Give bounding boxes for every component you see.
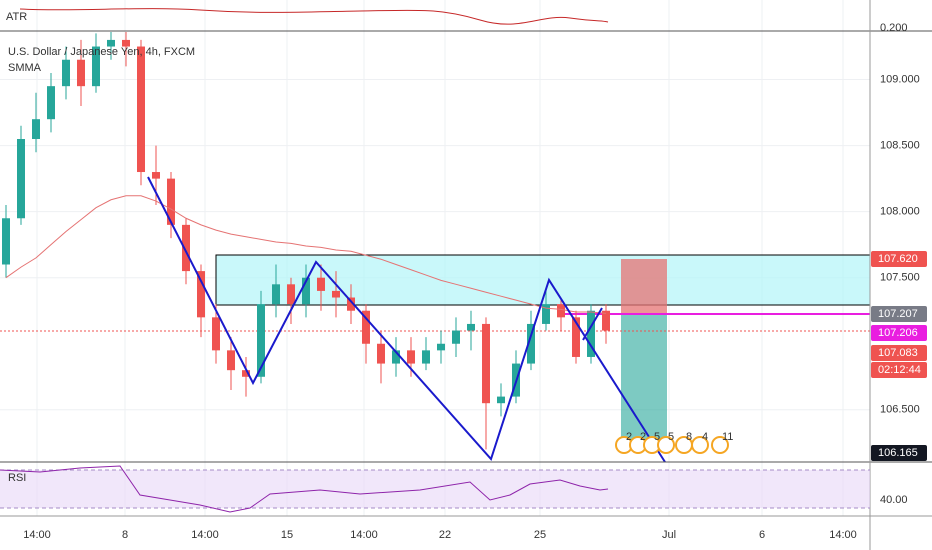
- candle-body: [422, 350, 430, 364]
- candle-body: [227, 350, 235, 371]
- price-tag-label: 106.165: [878, 447, 918, 459]
- event-label: 5: [654, 431, 660, 443]
- x-tick-label: 14:00: [191, 529, 219, 541]
- price-tag: [871, 306, 927, 322]
- candle-body: [542, 304, 550, 324]
- atr-tick: 0.200: [880, 22, 908, 34]
- x-tick-label: 15: [281, 529, 293, 541]
- candle-body: [62, 59, 70, 87]
- candle-body: [347, 297, 355, 311]
- pattern: [147, 176, 666, 463]
- candle-body: [407, 350, 415, 364]
- target-zone: [621, 313, 667, 440]
- candle-body: [437, 343, 445, 351]
- atr-line: [19, 8, 609, 25]
- candle-body: [302, 277, 310, 305]
- x-tick-label: 8: [122, 529, 128, 541]
- candle-body: [467, 323, 475, 331]
- x-tick-label: 6: [759, 529, 765, 541]
- indicator-label: ATR: [6, 11, 27, 23]
- event-label: 4: [702, 431, 708, 443]
- candle-body: [362, 310, 370, 344]
- candle-body: [317, 277, 325, 291]
- stop-zone: [621, 259, 667, 313]
- candle-body: [602, 310, 610, 331]
- candle-body: [77, 59, 85, 87]
- y-tick-label: 106.500: [880, 404, 920, 416]
- rsi-tick: 40.00: [880, 494, 908, 506]
- event-label: 2: [626, 431, 632, 443]
- x-tick-label: 14:00: [23, 529, 51, 541]
- candle-body: [527, 323, 535, 364]
- candle-body: [92, 46, 100, 87]
- price-tag-label: 02:12:44: [878, 364, 921, 376]
- price-tag-label: 107.620: [878, 253, 918, 265]
- candle-body: [587, 310, 595, 357]
- y-tick-label: 107.500: [880, 272, 920, 284]
- candle-body: [182, 224, 190, 272]
- price-tag: [871, 345, 927, 361]
- candle-body: [2, 218, 10, 265]
- price-tag-label: 107.207: [878, 308, 918, 320]
- candle-body: [122, 39, 130, 47]
- candle-body: [557, 304, 565, 318]
- event-label: 5: [668, 431, 674, 443]
- candle-body: [47, 86, 55, 120]
- chart-title: U.S. Dollar / Japanese Yen, 4h, FXCM: [8, 46, 195, 58]
- price-tag-label: 107.083: [878, 347, 918, 359]
- price-tag: [871, 362, 927, 378]
- series: [2, 32, 610, 450]
- y-tick-label: 108.500: [880, 140, 920, 152]
- rsi-band: [0, 470, 870, 508]
- x-tick-label: 14:00: [350, 529, 378, 541]
- x-tick-label: 14:00: [829, 529, 857, 541]
- event-marker: [657, 436, 675, 454]
- candle-body: [137, 46, 145, 173]
- candle-body: [152, 172, 160, 179]
- indicator-label: SMMA: [8, 62, 42, 74]
- indicator-label: RSI: [8, 472, 26, 484]
- candle-body: [32, 119, 40, 139]
- price-tag: [871, 325, 927, 341]
- smma-line: [5, 195, 607, 314]
- candle-body: [497, 396, 505, 404]
- candle-body: [332, 290, 340, 298]
- event-marker: [691, 436, 709, 454]
- y-tick-label: 109.000: [880, 73, 920, 85]
- candle-body: [107, 39, 115, 47]
- pattern: [582, 307, 603, 341]
- candle-body: [572, 317, 580, 357]
- candle-body: [167, 178, 175, 225]
- event-marker: [711, 436, 729, 454]
- x-tick-label: Jul: [662, 529, 676, 541]
- event-label: 2: [640, 431, 646, 443]
- candle-body: [197, 271, 205, 318]
- candle-body: [377, 343, 385, 364]
- candle-body: [287, 284, 295, 305]
- x-tick-label: 25: [534, 529, 546, 541]
- price-tag: [871, 251, 927, 267]
- candle-body: [272, 284, 280, 305]
- candle-body: [452, 330, 460, 344]
- candle-body: [242, 370, 250, 377]
- candle-body: [17, 139, 25, 219]
- price-tag-label: 107.206: [878, 327, 918, 339]
- candle-body: [482, 323, 490, 404]
- candle-body: [257, 304, 265, 377]
- rsi-line: [0, 465, 609, 513]
- event-label: 11: [722, 431, 733, 443]
- event-label: 8: [686, 431, 692, 443]
- y-tick-label: 108.000: [880, 206, 920, 218]
- candle-body: [392, 350, 400, 364]
- candle-body: [212, 317, 220, 351]
- price-tag: [871, 445, 927, 461]
- x-tick-label: 22: [439, 529, 451, 541]
